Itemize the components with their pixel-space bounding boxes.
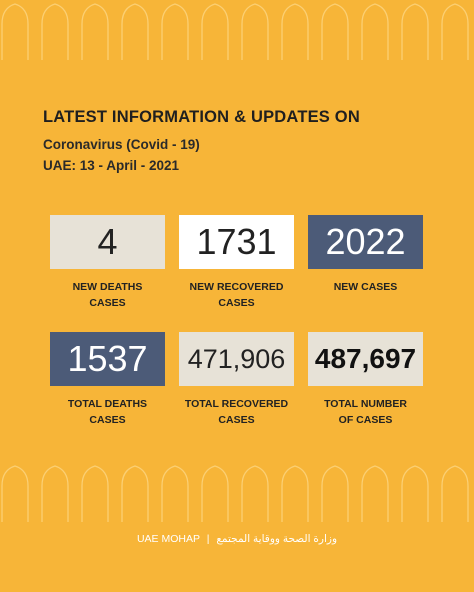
stat-value: 2022	[308, 215, 423, 269]
arch-shape	[1, 465, 29, 522]
stat-value: 1537	[50, 332, 165, 386]
arch-shape	[321, 465, 349, 522]
stat-value: 487,697	[308, 332, 423, 386]
arch-shape	[41, 3, 69, 60]
header: LATEST INFORMATION & UPDATES ON Coronavi…	[43, 108, 360, 179]
arch-shape	[441, 3, 469, 60]
subtitle: Coronavirus (Covid - 19)	[43, 137, 200, 152]
stat-value: 471,906	[179, 332, 294, 386]
arch-shape	[401, 465, 429, 522]
arch-shape	[161, 3, 189, 60]
stat-total-deaths: 1537 TOTAL DEATHS CASES	[50, 332, 165, 428]
arch-shape	[201, 465, 229, 522]
arch-shape	[201, 3, 229, 60]
stat-label: TOTAL NUMBER OF CASES	[324, 398, 407, 426]
footer: UAE MOHAP | وزارة الصحة ووقاية المجتمع	[0, 533, 474, 545]
arch-shape	[321, 3, 349, 60]
stat-label: NEW DEATHS CASES	[72, 281, 143, 309]
stat-total-cases: 487,697 TOTAL NUMBER OF CASES	[308, 332, 423, 428]
arch-shape	[121, 465, 149, 522]
footer-separator: |	[206, 533, 210, 545]
arch-shape	[121, 3, 149, 60]
arch-shape	[41, 465, 69, 522]
arch-shape	[361, 465, 389, 522]
footer-arabic: وزارة الصحة ووقاية المجتمع	[216, 533, 338, 545]
arch-shape	[241, 465, 269, 522]
stat-value: 1731	[179, 215, 294, 269]
stat-label: TOTAL DEATHS CASES	[67, 398, 148, 426]
arch-shape	[81, 465, 109, 522]
stat-new-cases: 2022 NEW CASES	[308, 215, 423, 295]
decorative-arches-top	[1, 3, 469, 60]
stat-label: NEW RECOVERED CASES	[189, 281, 284, 309]
decorative-arches-bottom	[1, 465, 469, 522]
arch-shape	[161, 465, 189, 522]
arch-shape	[241, 3, 269, 60]
arch-shape	[361, 3, 389, 60]
stat-new-recovered: 1731 NEW RECOVERED CASES	[179, 215, 294, 311]
stat-label: NEW CASES	[333, 281, 398, 293]
page-title: LATEST INFORMATION & UPDATES ON	[43, 108, 360, 126]
arch-shape	[81, 3, 109, 60]
date-line: UAE: 13 - April - 2021	[43, 158, 180, 173]
arch-shape	[281, 465, 309, 522]
stat-label: TOTAL RECOVERED CASES	[184, 398, 289, 426]
arch-shape	[1, 3, 29, 60]
arch-shape	[281, 3, 309, 60]
stat-value: 4	[50, 215, 165, 269]
arch-shape	[441, 465, 469, 522]
footer-english: UAE MOHAP	[136, 533, 200, 545]
stat-total-recovered: 471,906 TOTAL RECOVERED CASES	[179, 332, 294, 428]
arch-shape	[401, 3, 429, 60]
stat-new-deaths: 4 NEW DEATHS CASES	[50, 215, 165, 311]
